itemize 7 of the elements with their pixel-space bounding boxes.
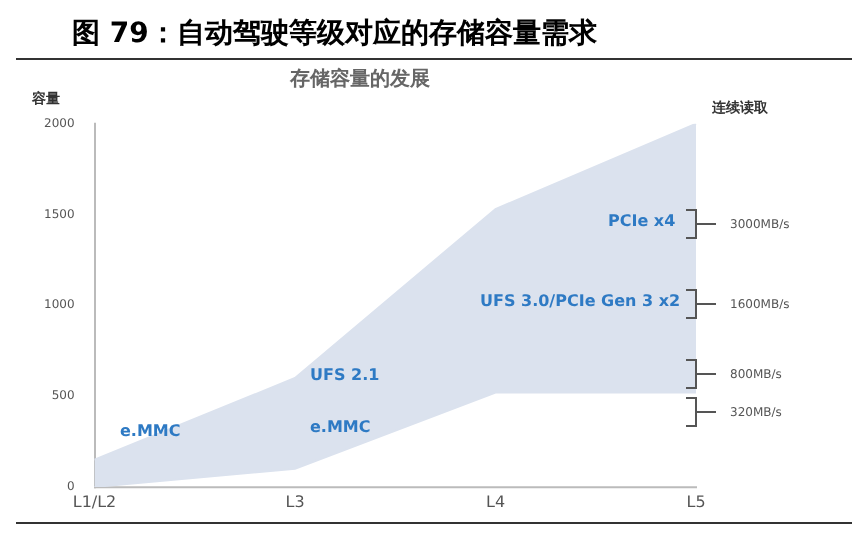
annotation: e.MMC bbox=[310, 418, 371, 438]
annotation: PCIe x4 bbox=[608, 212, 676, 232]
chart-subtitle: 存储容量的发展 bbox=[287, 67, 431, 92]
annotation: UFS 2.1 bbox=[310, 366, 380, 386]
annotation: e.MMC bbox=[120, 422, 181, 442]
annotation: UFS 3.0/PCIe Gen 3 x2 bbox=[480, 292, 681, 312]
chart-title: 图 79：自动驾驶等级对应的存储容量需求 bbox=[16, 16, 852, 60]
